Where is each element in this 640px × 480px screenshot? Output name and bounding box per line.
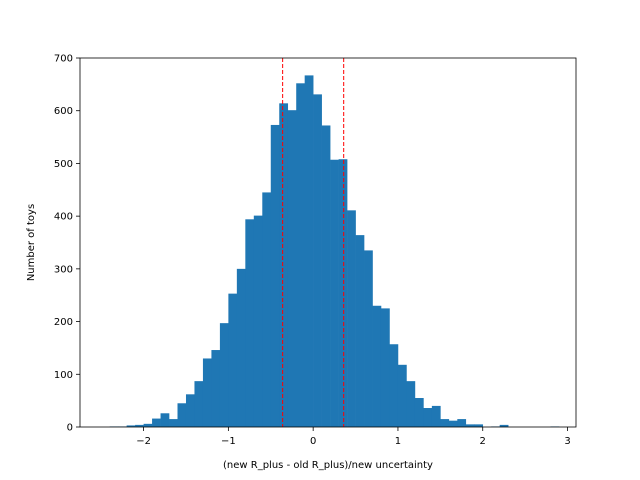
histogram-bar (296, 83, 305, 428)
histogram-bar (448, 420, 458, 427)
histogram-bar (330, 159, 339, 428)
histogram-bar (194, 381, 204, 427)
histogram-bar (126, 425, 136, 427)
histogram-bar (228, 293, 238, 427)
histogram-bar (262, 192, 272, 427)
histogram-bar (169, 419, 178, 427)
x-tick-label: 1 (395, 436, 401, 447)
y-tick-label: 400 (54, 212, 73, 223)
histogram-bar (347, 210, 356, 427)
histogram-bar (135, 424, 144, 427)
x-tick-label: −2 (136, 436, 151, 447)
x-tick-label: 2 (480, 436, 486, 447)
histogram-bar (372, 305, 382, 427)
histogram-bar (185, 394, 195, 427)
histogram-bar (304, 75, 314, 428)
x-axis-label: (new R_plus - old R_plus)/new uncertaint… (223, 460, 433, 471)
histogram-bar (236, 268, 246, 427)
y-tick-label: 700 (54, 54, 73, 65)
histogram-bar (380, 308, 390, 427)
y-axis-ticks: 0 100 200 300 400 500 600 700 (54, 54, 80, 434)
histogram-bar (364, 250, 373, 427)
histogram-bar (202, 358, 212, 427)
histogram-bar (406, 381, 416, 427)
y-tick-label: 100 (54, 370, 73, 381)
histogram-bar (499, 424, 509, 427)
histogram-bar (211, 350, 221, 427)
histogram-bar (177, 403, 187, 427)
histogram-bar (143, 423, 153, 427)
reference-lines-group (282, 58, 345, 427)
y-tick-label: 300 (54, 264, 73, 275)
histogram-bar (440, 419, 450, 427)
histogram-bar (245, 219, 255, 427)
y-tick-label: 200 (54, 317, 73, 328)
histogram-bar (219, 323, 229, 427)
plot-frame (79, 57, 577, 428)
y-tick-label: 600 (54, 106, 73, 117)
histogram-bar (270, 124, 280, 427)
histogram-bar (465, 424, 475, 427)
histogram-bar (253, 215, 263, 427)
histogram-bar (160, 413, 170, 427)
x-tick-label: 3 (564, 436, 570, 447)
histogram-bar (474, 424, 484, 427)
histogram-bar (389, 344, 399, 427)
y-tick-label: 0 (67, 423, 73, 434)
bars-group (109, 75, 560, 428)
histogram-bar (152, 418, 161, 427)
histogram-bar (321, 125, 331, 427)
histogram-bar (423, 408, 433, 427)
histogram-bar (338, 159, 348, 427)
histogram-bar (431, 405, 441, 427)
histogram-bar (355, 235, 365, 427)
x-tick-label: 0 (310, 436, 316, 447)
histogram-bar (279, 103, 289, 427)
x-axis-ticks: −2 −1 0 1 2 3 (136, 427, 571, 447)
x-tick-label: −1 (221, 436, 236, 447)
histogram-bar (397, 364, 407, 427)
y-tick-label: 500 (54, 159, 73, 170)
y-axis-label: Number of toys (26, 204, 37, 281)
histogram-bar (457, 419, 467, 427)
histogram-bar (313, 94, 322, 428)
histogram-bar (287, 110, 297, 427)
histogram-bar (414, 398, 424, 427)
